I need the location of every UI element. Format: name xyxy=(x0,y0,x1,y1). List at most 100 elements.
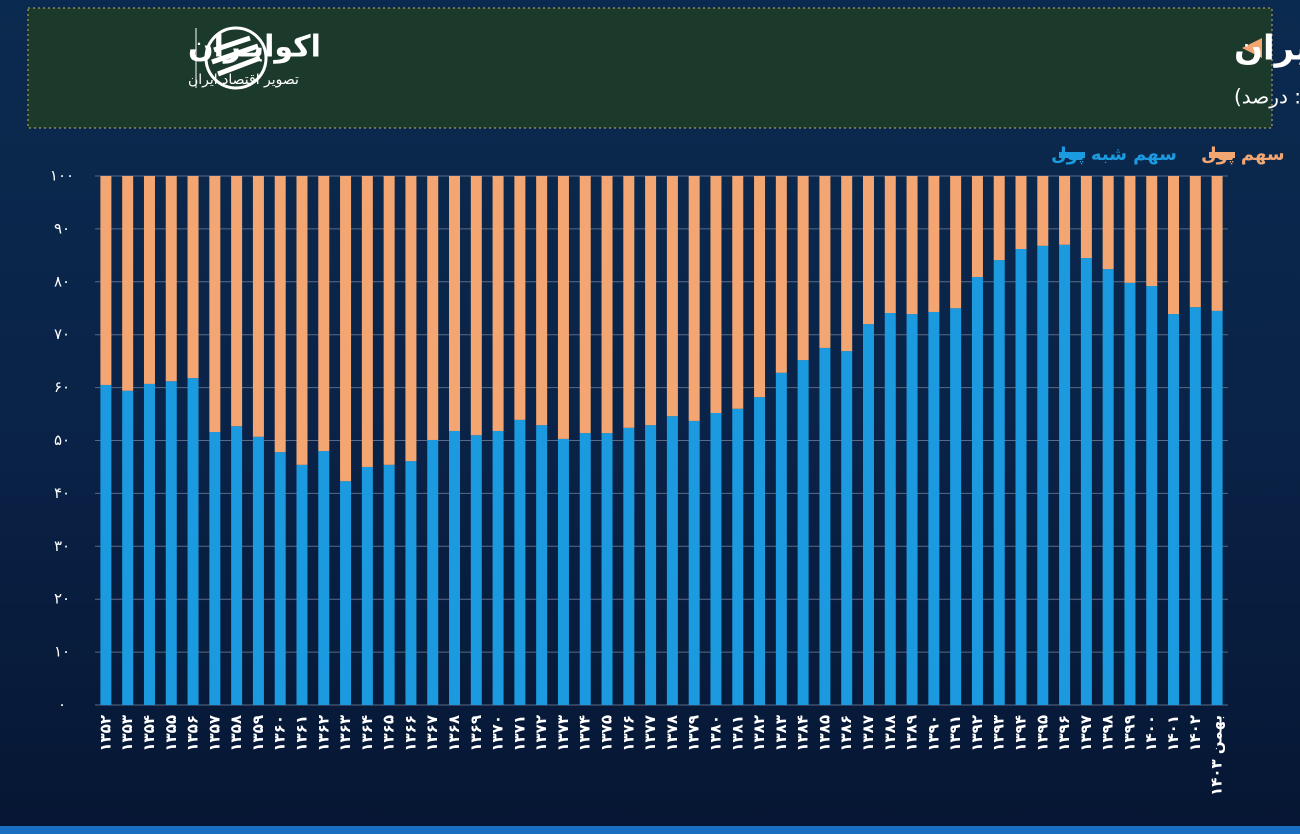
bar-segment xyxy=(993,176,1005,261)
bar-segment xyxy=(492,430,504,705)
header-box xyxy=(27,7,1273,129)
x-tick-label: ۱۳۷۷ xyxy=(641,715,659,752)
bar-segment xyxy=(841,176,853,352)
legend-label: سهم شبه پول xyxy=(1051,144,1177,165)
x-tick-label: ۱۳۵۷ xyxy=(205,715,223,752)
bar-segment xyxy=(100,176,112,385)
bar-segment xyxy=(470,435,482,705)
bar-segment xyxy=(1037,245,1049,705)
x-tick-label: ۱۳۷۸ xyxy=(663,715,681,752)
bar-segment xyxy=(536,176,548,426)
bar-segment xyxy=(579,176,591,434)
bar-segment xyxy=(340,481,352,705)
bar-segment xyxy=(884,176,896,314)
x-tick-label: ۱۳۶۴ xyxy=(358,715,376,752)
bar-segment xyxy=(449,430,461,705)
bar-segment xyxy=(143,176,155,384)
bar-segment xyxy=(187,176,199,379)
x-tick-label: ۱۴۰۱ xyxy=(1164,715,1182,752)
bar-segment xyxy=(775,372,787,705)
bar-segment xyxy=(1168,314,1180,705)
bar-segment xyxy=(710,412,722,705)
x-tick-label: ۱۳۷۳ xyxy=(554,715,572,752)
x-tick-label: ۱۳۶۱ xyxy=(292,715,310,752)
x-tick-label: ۱۳۶۷ xyxy=(423,715,441,752)
bar-segment xyxy=(732,176,744,409)
x-tick-label: ۱۳۸۹ xyxy=(903,715,921,752)
bar-segment xyxy=(754,176,766,398)
y-tick-label: ۴۰ xyxy=(54,484,70,502)
x-tick-label: ۱۳۹۲ xyxy=(968,715,986,752)
bar-segment xyxy=(209,432,221,705)
bar-segment xyxy=(557,438,569,705)
bar-segment xyxy=(1146,176,1158,287)
x-tick-label: ۱۳۸۱ xyxy=(728,715,746,752)
x-tick-label: ۱۳۹۸ xyxy=(1099,715,1117,752)
bar-segment xyxy=(1037,176,1049,246)
x-tick-label: ۱۳۷۱ xyxy=(510,715,528,752)
bar-segment xyxy=(579,433,591,705)
bottom-strip xyxy=(0,826,1300,834)
x-tick-label: ۱۳۹۱ xyxy=(946,715,964,752)
y-tick-label: ۹۰ xyxy=(54,219,70,237)
x-tick-label: بهمن ۱۴۰۳ xyxy=(1208,715,1226,796)
bar-segment xyxy=(165,176,177,382)
bar-segment xyxy=(1168,176,1180,315)
x-tick-label: ۱۳۹۷ xyxy=(1077,715,1095,752)
bar-segment xyxy=(1102,176,1114,270)
x-tick-label: ۱۳۵۶ xyxy=(184,715,202,752)
x-tick-label: ۱۴۰۰ xyxy=(1142,715,1160,752)
bar-segment xyxy=(1211,310,1223,705)
bar-segment xyxy=(884,313,896,705)
bar-segment xyxy=(427,176,439,440)
bar-segment xyxy=(296,464,308,705)
bar-segment xyxy=(383,176,395,465)
bar-segment xyxy=(906,314,918,705)
legend-swatch xyxy=(1209,152,1235,158)
title-marker xyxy=(1242,38,1262,58)
bar-segment xyxy=(274,452,286,705)
bar-segment xyxy=(1189,176,1201,308)
logo: اکوایـران تصویر اقتصاد ایران xyxy=(188,26,321,90)
legend-swatch xyxy=(1059,152,1085,158)
bar-segment xyxy=(645,425,657,705)
x-tick-label: ۱۳۹۴ xyxy=(1012,715,1030,752)
bar-segment xyxy=(252,436,264,705)
bar-segment xyxy=(1102,269,1114,705)
x-tick-label: ۱۳۶۹ xyxy=(467,715,485,752)
x-tick-label: ۱۳۶۸ xyxy=(445,715,463,752)
bar-segment xyxy=(1189,307,1201,705)
bar-segment xyxy=(383,464,395,705)
x-tick-label: ۱۳۸۶ xyxy=(837,715,855,752)
bar-segment xyxy=(143,383,155,705)
x-tick-label: ۱۳۶۰ xyxy=(271,715,289,752)
bar-segment xyxy=(187,378,199,705)
bar-segment xyxy=(122,176,134,391)
y-tick-label: ۱۰ xyxy=(54,643,70,661)
bar-segment xyxy=(819,176,831,348)
bar-segment xyxy=(1015,176,1027,250)
bar-segment xyxy=(252,176,264,437)
y-tick-label: ۰ xyxy=(58,696,66,714)
bar-segment xyxy=(950,308,962,705)
x-tick-label: ۱۳۷۵ xyxy=(598,715,616,752)
bar-segment xyxy=(623,176,635,428)
bar-segment xyxy=(754,397,766,705)
bar-segment xyxy=(1080,176,1092,258)
chart-subtitle: (واحد: درصد) xyxy=(1234,85,1300,109)
bar-segment xyxy=(862,176,874,325)
x-tick-label: ۱۳۹۶ xyxy=(1055,715,1073,752)
bar-segment xyxy=(906,176,918,315)
bar-segment xyxy=(296,176,308,465)
x-tick-label: ۱۳۷۴ xyxy=(576,715,594,752)
bar-segment xyxy=(732,408,744,705)
bar-segment xyxy=(710,176,722,413)
bar-segment xyxy=(601,433,613,705)
x-tick-label: ۱۳۷۹ xyxy=(685,715,703,752)
legend-label: سهم پول xyxy=(1201,144,1285,165)
x-tick-label: ۱۳۶۵ xyxy=(380,715,398,752)
bar-segment xyxy=(405,176,417,462)
x-tick-label: ۱۳۵۲ xyxy=(96,715,114,752)
bar-segment xyxy=(492,176,504,431)
bar-segment xyxy=(231,426,243,705)
